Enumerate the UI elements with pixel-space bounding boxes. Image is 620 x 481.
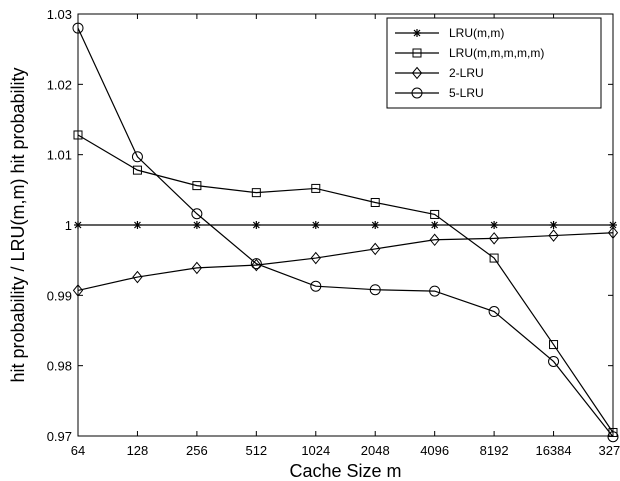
series-2-point (549, 340, 559, 350)
series-3-point (132, 270, 143, 284)
x-tick-label: 2048 (361, 443, 390, 458)
x-tick-label: 3276 (599, 443, 620, 458)
y-tick-label: 0.99 (47, 288, 72, 303)
legend-label: LRU(m,m) (449, 26, 504, 40)
x-tick-label: 128 (127, 443, 149, 458)
series-4-point (191, 208, 203, 220)
series-4-point (369, 284, 381, 296)
series-2-point (430, 209, 440, 219)
y-axis-title: hit probability / LRU(m,m) hit probabili… (8, 67, 28, 382)
x-tick-label: 1024 (301, 443, 330, 458)
y-tick-label: 1.02 (47, 77, 72, 92)
legend-label: 5-LRU (449, 86, 484, 100)
series-3-point (429, 233, 440, 247)
series-line-2 (77, 134, 614, 433)
series-2-point (370, 197, 380, 207)
series-2-point (489, 253, 499, 263)
y-tick-label: 0.98 (47, 359, 72, 374)
series-3-point (370, 242, 381, 256)
series-1-point (252, 221, 261, 229)
legend-label: 2-LRU (449, 66, 484, 80)
series-3-point (548, 229, 559, 242)
series-2-point (192, 181, 202, 191)
series-2-point (311, 183, 321, 193)
series-4-point (250, 258, 262, 270)
series-3-point (191, 261, 203, 275)
legend: LRU(m,m) LRU(m,m,m,m,m) 2-LRU 5-LRU (386, 17, 602, 109)
y-tick-label: 1.01 (47, 148, 72, 163)
x-tick-label: 256 (186, 443, 208, 458)
series-4-point (131, 151, 143, 163)
legend-marker (413, 29, 421, 37)
series-1-point (192, 221, 201, 229)
series-4-point (429, 285, 441, 297)
legend-marker (411, 66, 423, 80)
series-1-point (133, 221, 142, 229)
legend-label: LRU(m,m,m,m,m) (449, 46, 544, 60)
series-2-point (251, 188, 261, 198)
legend-marker (411, 87, 423, 99)
series-1-point (311, 221, 320, 229)
series-4-point (310, 280, 322, 292)
series-line-4 (77, 27, 614, 438)
series-layer (72, 22, 619, 443)
x-tick-label: 64 (71, 443, 85, 458)
y-tick-label: 1 (65, 218, 72, 233)
x-tick-label: 512 (245, 443, 267, 458)
series-line-3 (77, 232, 614, 291)
y-tick-label: 1.03 (47, 7, 72, 22)
series-4-point (548, 355, 560, 367)
x-tick-label: 4096 (420, 443, 449, 458)
series-2-point (132, 165, 142, 175)
y-tick-label: 0.97 (47, 429, 72, 444)
series-1-point (549, 221, 558, 229)
x-tick-label: 8192 (480, 443, 509, 458)
legend-marker (412, 48, 422, 58)
series-1-point (371, 221, 380, 229)
series-4-point (488, 306, 500, 318)
series-1-point (490, 221, 499, 229)
series-3-point (310, 251, 321, 265)
series-3-point (251, 258, 262, 272)
x-tick-label: 16384 (535, 443, 571, 458)
series-1-point (430, 221, 439, 229)
series-3-point (488, 232, 500, 245)
x-axis-title: Cache Size m (289, 461, 401, 481)
ticks-layer: 64 128 256 512 1024 2048 4096 8192 16384 3276 0.97… (47, 7, 620, 458)
